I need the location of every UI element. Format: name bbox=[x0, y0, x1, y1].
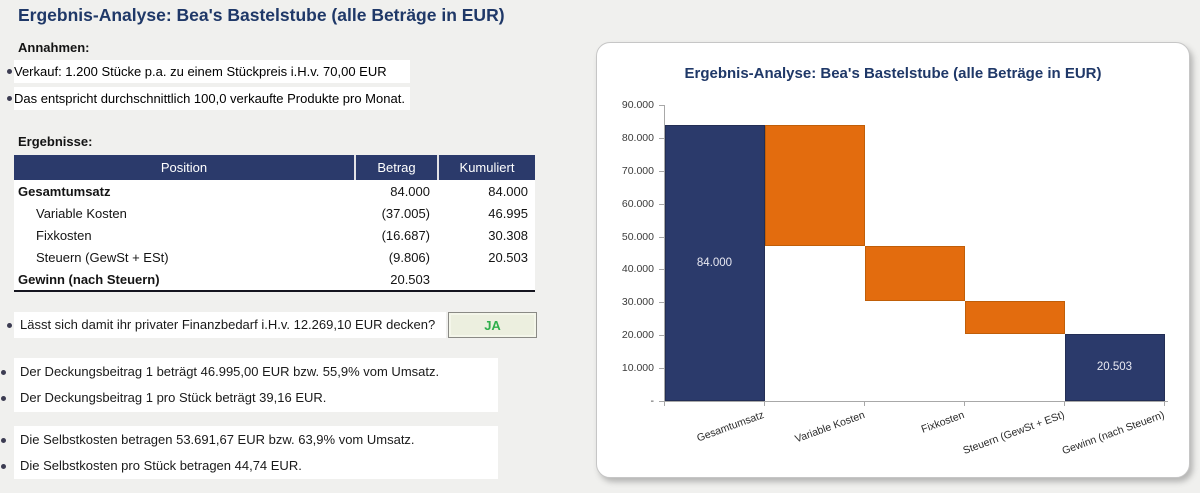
contribution-note-text: Der Deckungsbeitrag 1 pro Stück beträgt … bbox=[20, 390, 327, 405]
list-item: Der Deckungsbeitrag 1 beträgt 46.995,00 … bbox=[1, 359, 498, 385]
page-title: Ergebnis-Analyse: Bea's Bastelstube (all… bbox=[18, 5, 505, 25]
list-item: Die Selbstkosten betragen 53.691,67 EUR … bbox=[1, 427, 498, 453]
assumption-item: Das entspricht durchschnittlich 100,0 ve… bbox=[7, 87, 410, 110]
y-axis-tick bbox=[659, 269, 664, 271]
bullet-icon bbox=[7, 96, 12, 101]
list-item: Der Deckungsbeitrag 1 pro Stück beträgt … bbox=[1, 385, 498, 411]
cell-betrag: 20.503 bbox=[390, 271, 430, 287]
column-header-betrag: Betrag bbox=[354, 155, 437, 180]
bullet-icon bbox=[7, 323, 12, 328]
assumption-text: Das entspricht durchschnittlich 100,0 ve… bbox=[14, 91, 405, 106]
y-axis-tick-label: 80.000 bbox=[621, 131, 654, 144]
bullet-icon bbox=[1, 464, 6, 469]
y-axis-tick-label: 10.000 bbox=[621, 362, 654, 375]
x-axis-line bbox=[664, 401, 1168, 402]
y-axis-tick bbox=[659, 203, 664, 205]
cost-notes: Die Selbstkosten betragen 53.691,67 EUR … bbox=[1, 426, 498, 479]
x-axis-category-label: Fixkosten bbox=[919, 409, 967, 436]
waterfall-bar: 84.000 bbox=[664, 124, 765, 401]
cell-betrag: (9.806) bbox=[388, 249, 430, 265]
contribution-note-text: Der Deckungsbeitrag 1 beträgt 46.995,00 … bbox=[20, 364, 440, 379]
results-table-body: Gesamtumsatz 84.000 84.000 Variable Kosten (… bbox=[14, 180, 535, 290]
cell-position: Variable Kosten bbox=[36, 205, 127, 221]
cell-position: Fixkosten bbox=[36, 227, 92, 243]
bar-data-label: 84.000 bbox=[696, 256, 733, 269]
table-row: Variable Kosten (37.005) 46.995 bbox=[14, 202, 535, 224]
cell-kumuliert: 20.503 bbox=[488, 249, 528, 265]
y-axis-tick bbox=[659, 236, 664, 238]
assumption-text: Verkauf: 1.200 Stücke p.a. zu einem Stüc… bbox=[14, 64, 387, 79]
waterfall-bar: 20.503 bbox=[1064, 333, 1165, 401]
table-row: Steuern (GewSt + ESt) (9.806) 20.503 bbox=[14, 246, 535, 268]
y-axis-tick bbox=[659, 401, 664, 402]
results-table: Position Betrag Kumuliert Gesamtumsatz 84… bbox=[14, 155, 535, 292]
y-axis-tick-label: - bbox=[650, 395, 655, 407]
x-axis-category-label: Gewinn (nach Steuern) bbox=[1060, 409, 1167, 458]
x-axis-tick bbox=[1164, 401, 1165, 406]
y-axis-tick-label: 50.000 bbox=[621, 230, 654, 243]
table-row: Fixkosten (16.687) 30.308 bbox=[14, 224, 535, 246]
cost-note-text: Die Selbstkosten betragen 53.691,67 EUR … bbox=[20, 432, 415, 447]
y-axis-tick-label: 30.000 bbox=[621, 296, 654, 309]
table-row: Gesamtumsatz 84.000 84.000 bbox=[14, 180, 535, 202]
x-axis-tick bbox=[864, 401, 865, 406]
y-axis-tick-label: 20.000 bbox=[621, 329, 654, 342]
answer-box: JA bbox=[448, 312, 537, 338]
waterfall-bar bbox=[764, 124, 865, 247]
table-row: Gewinn (nach Steuern) 20.503 bbox=[14, 268, 535, 290]
list-item: Die Selbstkosten pro Stück betragen 44,7… bbox=[1, 453, 498, 479]
question-text: Lässt sich damit ihr privater Finanzbeda… bbox=[20, 317, 436, 332]
results-heading: Ergebnisse: bbox=[18, 134, 93, 149]
cost-note-text: Die Selbstkosten pro Stück betragen 44,7… bbox=[20, 458, 302, 473]
x-axis-tick bbox=[1064, 401, 1065, 406]
x-axis-tick bbox=[664, 401, 665, 406]
chart-title: Ergebnis-Analyse: Bea's Bastelstube (all… bbox=[684, 65, 1102, 82]
x-axis-tick bbox=[764, 401, 765, 406]
y-axis-tick bbox=[659, 335, 664, 337]
x-axis-category-label: Gesamtumsatz bbox=[695, 409, 767, 445]
cell-position: Steuern (GewSt + ESt) bbox=[36, 249, 169, 265]
bullet-icon bbox=[7, 69, 12, 74]
cell-betrag: (37.005) bbox=[381, 205, 430, 221]
chart-panel: Ergebnis-Analyse: Bea's Bastelstube (all… bbox=[596, 42, 1190, 478]
question-strip: Lässt sich damit ihr privater Finanzbeda… bbox=[7, 312, 446, 338]
x-axis-category-label: Steuern (GewSt + ESt) bbox=[961, 409, 1067, 457]
cell-kumuliert: 30.308 bbox=[488, 227, 528, 243]
y-axis-tick-label: 90.000 bbox=[621, 99, 654, 111]
assumption-item: Verkauf: 1.200 Stücke p.a. zu einem Stüc… bbox=[7, 60, 410, 83]
y-axis-tick-label: 70.000 bbox=[621, 164, 654, 177]
column-header-position: Position bbox=[160, 160, 208, 175]
y-axis-tick-label: 60.000 bbox=[621, 197, 654, 210]
assumptions-list: Verkauf: 1.200 Stücke p.a. zu einem Stüc… bbox=[7, 60, 410, 114]
cell-kumuliert: 84.000 bbox=[488, 183, 528, 199]
bullet-icon bbox=[1, 396, 6, 401]
cell-kumuliert: 46.995 bbox=[488, 205, 528, 221]
cell-position: Gesamtumsatz bbox=[18, 183, 111, 199]
y-axis-tick-label: 40.000 bbox=[621, 263, 654, 276]
column-header-kumuliert: Kumuliert bbox=[437, 155, 535, 180]
y-axis-tick bbox=[659, 368, 664, 370]
answer-text: JA bbox=[484, 317, 501, 333]
x-axis-tick bbox=[964, 401, 965, 406]
y-axis-tick bbox=[659, 302, 664, 304]
bar-data-label: 20.503 bbox=[1096, 361, 1133, 374]
x-axis-category-label: Variable Kosten bbox=[793, 409, 867, 446]
bullet-icon bbox=[1, 370, 6, 375]
cell-betrag: 84.000 bbox=[390, 183, 430, 199]
waterfall-bar bbox=[964, 301, 1065, 334]
y-axis-tick bbox=[659, 170, 664, 172]
cell-position: Gewinn (nach Steuern) bbox=[18, 271, 160, 287]
cell-betrag: (16.687) bbox=[381, 227, 430, 243]
y-axis-tick bbox=[659, 105, 664, 106]
contribution-notes: Der Deckungsbeitrag 1 beträgt 46.995,00 … bbox=[1, 358, 498, 412]
assumptions-heading: Annahmen: bbox=[18, 40, 90, 55]
waterfall-bar bbox=[864, 246, 965, 302]
results-table-header: Position Betrag Kumuliert bbox=[14, 155, 535, 180]
bullet-icon bbox=[1, 438, 6, 443]
y-axis-tick bbox=[659, 137, 664, 139]
